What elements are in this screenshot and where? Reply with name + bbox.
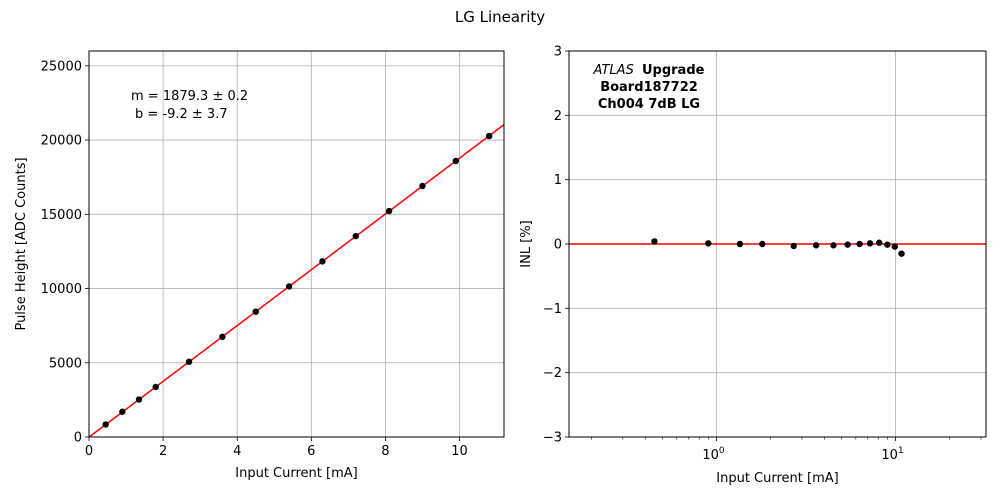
atlas-label: ATLAS (593, 63, 634, 78)
data-point (790, 242, 797, 250)
data-point (485, 132, 493, 140)
data-point (759, 240, 766, 248)
right-y-tick-label: −2 (543, 366, 562, 381)
right-y-tick-label: 0 (554, 238, 562, 253)
figure-title: LG Linearity (455, 8, 545, 26)
left-chart-x-axis-label: Input Current [mA] (235, 466, 357, 481)
data-point (844, 241, 851, 248)
data-point (419, 182, 426, 190)
data-point (736, 240, 744, 248)
data-point (651, 238, 658, 245)
data-point (152, 383, 159, 391)
right-chart-points (651, 238, 905, 257)
data-point (898, 250, 905, 257)
right-y-tick-label: −1 (543, 302, 562, 317)
data-point (185, 358, 193, 365)
data-point (812, 242, 820, 249)
upgrade-label: Upgrade (642, 63, 705, 78)
data-point (875, 239, 883, 246)
left-x-tick-label: 2 (159, 444, 167, 459)
right-x-tick-label: 100 (702, 446, 725, 463)
data-point (866, 240, 874, 247)
left-y-tick-label: 15000 (41, 208, 82, 223)
data-point (319, 258, 326, 265)
data-point (705, 240, 712, 247)
left-chart-panel: 0 2 4 6 8 10 0 5000 10000 15000 20000 25000 Input C… (14, 50, 505, 481)
right-y-tick-label: 1 (554, 173, 562, 188)
right-chart-y-axis-label: INL [%] (519, 220, 534, 267)
data-point (135, 396, 143, 403)
right-chart-x-axis-label: Input Current [mA] (716, 471, 838, 486)
data-point (452, 157, 460, 165)
data-point (884, 241, 891, 248)
right-y-tick-label: −3 (543, 431, 562, 446)
left-x-tick-label: 8 (381, 444, 389, 459)
right-chart-ticks: 100 101 −3 −2 −1 0 1 2 3 (543, 45, 982, 463)
left-x-tick-label: 4 (233, 444, 241, 459)
left-y-tick-label: 25000 (41, 59, 82, 74)
data-point (856, 240, 863, 248)
channel-label: Ch004 7dB LG (598, 97, 700, 112)
data-point (830, 242, 837, 249)
data-point (352, 232, 359, 240)
left-chart-ticks: 0 2 4 6 8 10 0 5000 10000 15000 20000 25000 (41, 59, 468, 459)
left-y-tick-label: 5000 (49, 356, 82, 371)
board-label: Board187722 (600, 80, 698, 95)
left-x-tick-label: 0 (85, 444, 93, 459)
data-point (252, 308, 259, 315)
left-chart-points (102, 132, 493, 428)
atlas-upgrade-label: ATLAS Upgrade (593, 63, 705, 78)
data-point (385, 207, 393, 215)
left-chart-y-axis-label: Pulse Height [ADC Counts] (14, 157, 29, 330)
fit-slope-annotation: m = 1879.3 ± 0.2 (131, 89, 248, 104)
left-x-tick-label: 10 (451, 444, 468, 459)
data-point (219, 333, 226, 340)
right-y-tick-label: 3 (554, 45, 562, 60)
right-chart-panel: 100 101 −3 −2 −1 0 1 2 3 Input Current [mA] INL … (519, 45, 987, 486)
right-x-tick-label: 101 (881, 446, 903, 463)
left-chart-grid (88, 51, 504, 438)
left-chart-frame (88, 50, 505, 438)
data-point (119, 408, 126, 415)
left-chart-fit-line (88, 124, 505, 438)
fit-intercept-annotation: b = -9.2 ± 3.7 (135, 107, 228, 122)
fit-line (88, 124, 505, 438)
left-y-tick-label: 10000 (41, 282, 82, 297)
left-x-tick-label: 6 (307, 444, 315, 459)
data-point (285, 283, 293, 290)
left-y-tick-label: 0 (74, 431, 82, 446)
data-point (891, 243, 898, 250)
right-y-tick-label: 2 (554, 109, 562, 124)
left-y-tick-label: 20000 (41, 134, 82, 149)
data-point (102, 421, 109, 428)
